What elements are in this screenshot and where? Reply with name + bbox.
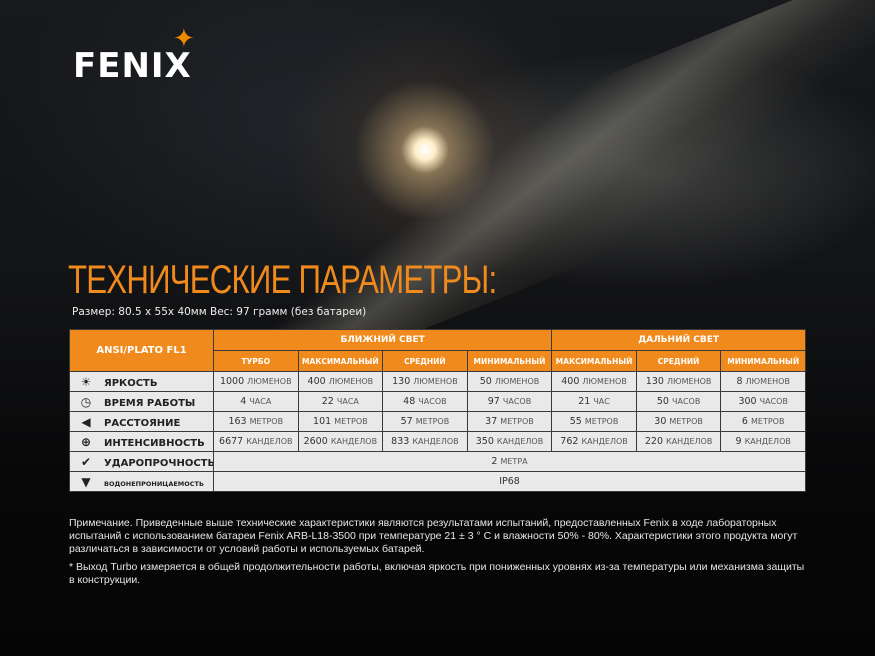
table-cell: 8 ЛЮМЕНОВ [720, 371, 806, 392]
table-cell: 2600 КАНДЕЛОВ [297, 431, 384, 452]
table-cell: 163 МЕТРОВ [213, 411, 299, 432]
table-cell: 400 ЛЮМЕНОВ [297, 371, 384, 392]
target-icon: ⊕ [80, 434, 92, 449]
mode-header: МАКСИМАЛЬНЫЙ [297, 350, 384, 372]
table-cell: 30 МЕТРОВ [635, 411, 722, 432]
impact-check-icon: ✔ [80, 454, 92, 469]
star-icon: ✦ [173, 24, 195, 54]
spec-table: ANSI/PLATO FL1 БЛИЖНИЙ СВЕТ ДАЛЬНИЙ СВЕТ… [69, 329, 806, 492]
row-label: ✔ УДАРОПРОЧНОСТЬ [69, 451, 214, 472]
mode-header: МИНИМАЛЬНЫЙ [720, 350, 806, 372]
mode-header: МИНИМАЛЬНЫЙ [466, 350, 553, 372]
table-row: ◷ ВРЕМЯ РАБОТЫ 4 ЧАСА 22 ЧАСА 48 ЧАСОВ 97 ЧАС… [69, 391, 806, 412]
table-cell: 350 КАНДЕЛОВ [466, 431, 553, 452]
table-cell: 1000 ЛЮМЕНОВ [213, 371, 299, 392]
table-cell: 50 ЛЮМЕНОВ [466, 371, 553, 392]
table-cell: 220 КАНДЕЛОВ [635, 431, 722, 452]
table-row: ◀ РАССТОЯНИЕ 163 МЕТРОВ 101 МЕТРОВ 57 МЕТРОВ… [69, 411, 806, 432]
table-row: ⊕ ИНТЕНСИВНОСТЬ 6677 КАНДЕЛОВ 2600 КАНДЕЛОВ… [69, 431, 806, 452]
group-header-row: ANSI/PLATO FL1 БЛИЖНИЙ СВЕТ ДАЛЬНИЙ СВЕТ [69, 329, 806, 372]
table-cell: 50 ЧАСОВ [635, 391, 722, 412]
mode-header: ТУРБО [213, 350, 299, 372]
brightness-icon: ☀ [80, 374, 92, 389]
mode-header: МАКСИМАЛЬНЫЙ [551, 350, 637, 372]
logo-text: FENIX [73, 46, 192, 86]
table-cell: 4 ЧАСА [213, 391, 299, 412]
dimensions-weight: Размер: 80.5 x 55x 40мм Вес: 97 грамм (б… [72, 306, 367, 318]
table-cell: 130 ЛЮМЕНОВ [382, 371, 468, 392]
table-cell: 37 МЕТРОВ [466, 411, 553, 432]
waterproof-icon: ▼ [81, 474, 91, 489]
row-label: ☀ ЯРКОСТЬ [69, 371, 214, 392]
table-cell: 101 МЕТРОВ [297, 411, 384, 432]
group-far-light: ДАЛЬНИЙ СВЕТ [551, 329, 806, 351]
table-row: ✔ УДАРОПРОЧНОСТЬ 2 МЕТРА [69, 451, 806, 472]
row-label: ◷ ВРЕМЯ РАБОТЫ [69, 391, 214, 412]
row-label: ◀ РАССТОЯНИЕ [69, 411, 214, 432]
table-cell: 48 ЧАСОВ [382, 391, 468, 412]
mode-header-row: ТУРБО МАКСИМАЛЬНЫЙ СРЕДНИЙ МИНИМАЛЬНЫЙ МАКСИ… [70, 350, 806, 372]
note-disclaimer: Примечание. Приведенные выше технические… [69, 517, 798, 555]
group-near-light: БЛИЖНИЙ СВЕТ [212, 329, 553, 351]
impact-value: 2 МЕТРА [213, 451, 806, 472]
table-cell: 6 МЕТРОВ [720, 411, 806, 432]
table-cell: 762 КАНДЕЛОВ [551, 431, 637, 452]
table-cell: 400 ЛЮМЕНОВ [551, 371, 637, 392]
table-cell: 6677 КАНДЕЛОВ [213, 431, 299, 452]
table-cell: 9 КАНДЕЛОВ [720, 431, 806, 452]
waterproof-value: IP68 [213, 471, 806, 492]
table-cell: 97 ЧАСОВ [466, 391, 553, 412]
table-row: ☀ ЯРКОСТЬ 1000 ЛЮМЕНОВ 400 ЛЮМЕНОВ 130 ЛЮМЕН… [69, 371, 806, 392]
table-cell: 130 ЛЮМЕНОВ [635, 371, 722, 392]
mode-header: СРЕДНИЙ [382, 350, 468, 372]
beam-distance-icon: ◀ [81, 414, 91, 429]
table-cell: 21 ЧАС [551, 391, 637, 412]
clock-icon: ◷ [80, 394, 92, 409]
table-row: ▼ ВОДОНЕПРОНИЦАЕМОСТЬ IP68 [69, 471, 806, 492]
table-cell: 57 МЕТРОВ [382, 411, 468, 432]
mode-header: СРЕДНИЙ [635, 350, 722, 372]
note-turbo: * Выход Turbo измеряется в общей продолж… [69, 561, 805, 586]
notes: Примечание. Приведенные выше технические… [69, 517, 809, 592]
row-label: ⊕ ИНТЕНСИВНОСТЬ [69, 431, 214, 452]
table-cell: 55 МЕТРОВ [551, 411, 637, 432]
page-title: ТЕХНИЧЕСКИЕ ПАРАМЕТРЫ: [68, 258, 497, 302]
table-cell: 300 ЧАСОВ [720, 391, 806, 412]
table-cell: 833 КАНДЕЛОВ [382, 431, 468, 452]
row-label: ▼ ВОДОНЕПРОНИЦАЕМОСТЬ [69, 471, 214, 492]
fenix-logo: ✦ FENIX [73, 24, 223, 86]
table-cell: 22 ЧАСА [297, 391, 384, 412]
standard-header: ANSI/PLATO FL1 [69, 329, 214, 372]
